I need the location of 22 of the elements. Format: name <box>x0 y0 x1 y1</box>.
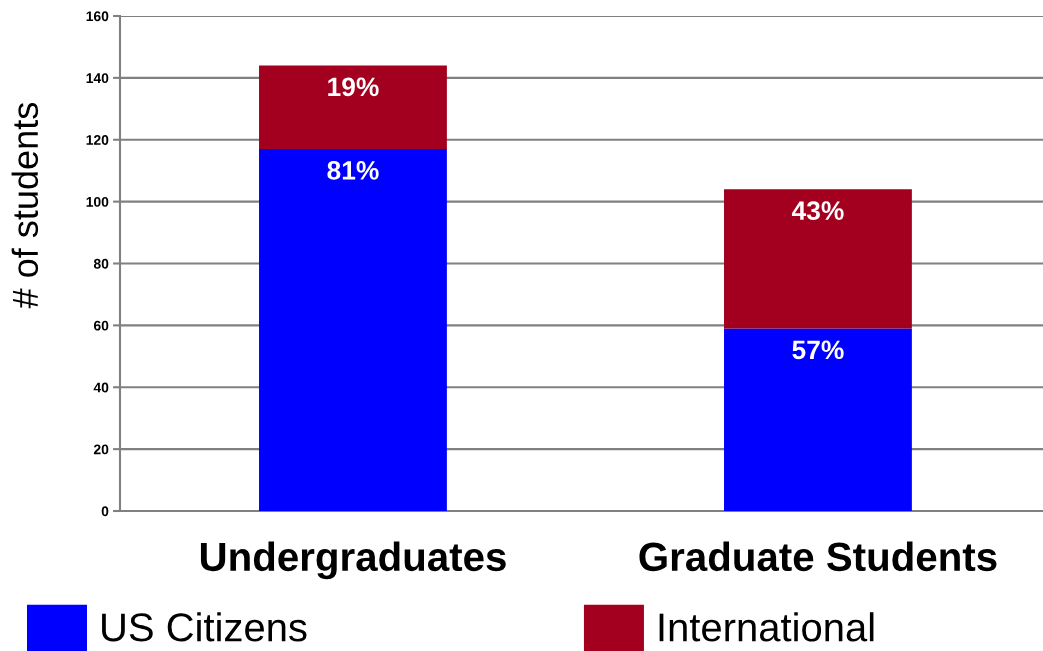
bar <box>259 149 447 511</box>
y-tick-label: 60 <box>93 320 109 331</box>
annotation: 81% <box>327 161 379 180</box>
bar <box>259 65 447 150</box>
annotation: 57% <box>792 340 844 360</box>
y-tick-label: 120 <box>86 135 109 145</box>
x-tick-label: Undergraduates <box>200 541 506 580</box>
annotation: 43% <box>791 201 844 220</box>
y-tick-label: 80 <box>93 258 109 269</box>
y-tick-label: 0 <box>101 506 109 517</box>
bar <box>724 189 912 329</box>
y-tick-label: 100 <box>86 196 109 207</box>
y-tick-label: 40 <box>93 382 109 393</box>
y-tick-label: 140 <box>86 73 109 84</box>
y-tick-label: 160 <box>86 11 109 22</box>
annotation: 19% <box>328 77 379 97</box>
legend-label: US Citizens <box>102 612 307 642</box>
legend-label: International <box>659 612 874 642</box>
y-tick-label: 20 <box>93 444 109 455</box>
bar <box>724 328 912 511</box>
y-axis-title: # of students <box>11 103 39 309</box>
x-tick-label: Graduate Students <box>639 541 997 572</box>
